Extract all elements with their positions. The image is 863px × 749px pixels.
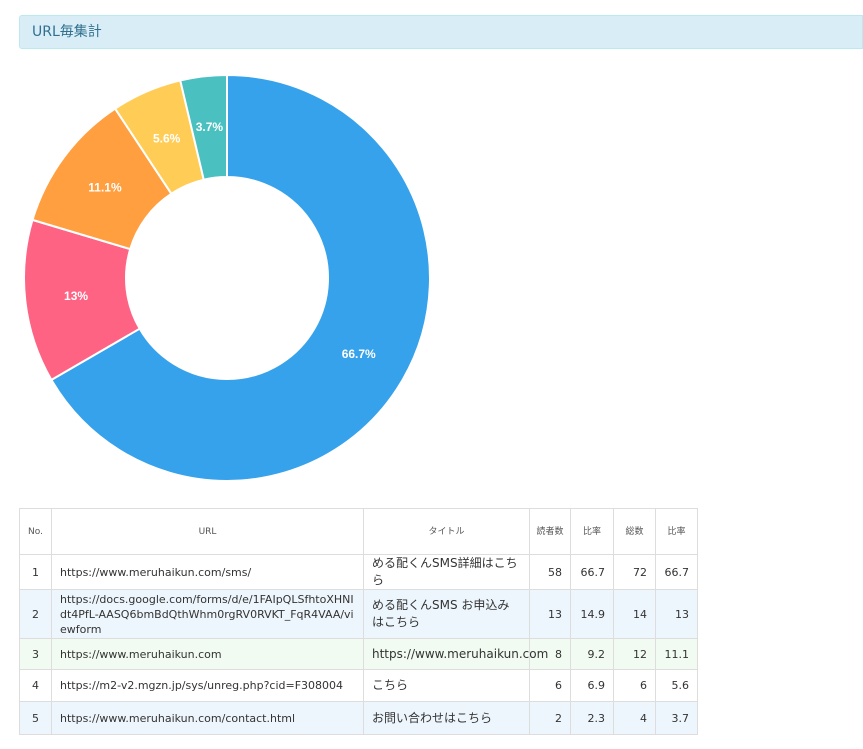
col-header-title: タイトル — [363, 508, 530, 555]
col-header-ratio2: 比率 — [655, 508, 698, 555]
cell-title: https://www.meruhaikun.com — [363, 638, 549, 670]
cell-url: https://docs.google.com/forms/d/e/1FAIpQ… — [51, 589, 364, 639]
cell-url: https://www.meruhaikun.com/sms/ — [51, 554, 364, 590]
cell-no: 1 — [19, 554, 52, 590]
cell-no: 2 — [19, 589, 52, 639]
title-text: お問い合わせはこちら — [372, 710, 493, 725]
panel-header: URL毎集計 — [19, 15, 863, 49]
title-text: める配くんSMS詳細はこちら — [372, 556, 518, 587]
cell-title: める配くんSMS詳細はこちら — [363, 554, 530, 590]
cell-readers: 6 — [529, 669, 571, 702]
title-text: める配くんSMS お申込みはこちら — [372, 598, 510, 629]
url-text: https://docs.google.com/forms/d/e/1FAIpQ… — [60, 592, 354, 636]
col-header-url: URL — [51, 508, 364, 555]
cell-url: https://www.meruhaikun.com/contact.html — [51, 701, 364, 735]
table-row: 5 https://www.meruhaikun.com/contact.htm… — [19, 701, 698, 735]
cell-total: 4 — [613, 701, 656, 735]
cell-title: める配くんSMS お申込みはこちら — [363, 589, 530, 639]
cell-readers: 58 — [529, 554, 571, 590]
cell-no: 5 — [19, 701, 52, 735]
url-doughnut-chart: 66.7% 13% 11.1% 5.6% 3.7% — [23, 73, 431, 482]
cell-no: 4 — [19, 669, 52, 702]
col-header-total: 総数 — [613, 508, 656, 555]
cell-ratio1: 2.3 — [570, 701, 614, 735]
url-text: https://www.meruhaikun.com/contact.html — [60, 711, 296, 725]
slice-data-label: 66.7% — [342, 347, 376, 361]
url-text: https://m2-v2.mgzn.jp/sys/unreg.php?cid=… — [60, 679, 344, 692]
table-row: 2 https://docs.google.com/forms/d/e/1FAI… — [19, 589, 698, 639]
url-stats-table: No. URL タイトル 読者数 比率 総数 比率 1 https://www.… — [19, 508, 698, 735]
col-header-readers: 読者数 — [529, 508, 571, 555]
cell-ratio2: 5.6 — [655, 669, 698, 702]
cell-ratio2: 13 — [655, 589, 698, 639]
cell-ratio1: 66.7 — [570, 554, 614, 590]
url-text: https://www.meruhaikun.com/sms/ — [60, 565, 252, 579]
table-row: 4 https://m2-v2.mgzn.jp/sys/unreg.php?ci… — [19, 669, 698, 702]
cell-title: こちら — [363, 669, 530, 702]
cell-no: 3 — [19, 638, 52, 670]
cell-ratio2: 11.1 — [655, 638, 698, 670]
cell-readers: 13 — [529, 589, 571, 639]
slice-data-label: 11.1% — [88, 180, 122, 194]
slice-data-label: 5.6% — [153, 131, 181, 145]
segment-slice-1 — [50, 73, 431, 482]
table-row: 3 https://www.meruhaikun.com https://www… — [19, 638, 698, 670]
segment-slice-5 — [179, 73, 228, 181]
table-header-row: No. URL タイトル 読者数 比率 総数 比率 — [19, 508, 698, 555]
slice-data-label: 3.7% — [196, 120, 224, 134]
cell-ratio2: 66.7 — [655, 554, 698, 590]
cell-total: 14 — [613, 589, 656, 639]
title-text: https://www.meruhaikun.com — [372, 646, 549, 661]
cell-ratio2: 3.7 — [655, 701, 698, 735]
cell-readers: 8 — [529, 638, 571, 670]
cell-total: 12 — [613, 638, 656, 670]
slice-data-label: 13% — [64, 289, 88, 303]
title-text: こちら — [372, 678, 409, 692]
col-header-ratio1: 比率 — [570, 508, 614, 555]
cell-ratio1: 6.9 — [570, 669, 614, 702]
url-text: https://www.meruhaikun.com — [60, 647, 222, 661]
cell-readers: 2 — [529, 701, 571, 735]
cell-ratio1: 9.2 — [570, 638, 614, 670]
cell-title: お問い合わせはこちら — [363, 701, 530, 735]
cell-ratio1: 14.9 — [570, 589, 614, 639]
col-header-no: No. — [19, 508, 52, 555]
cell-total: 72 — [613, 554, 656, 590]
cell-total: 6 — [613, 669, 656, 702]
table-row: 1 https://www.meruhaikun.com/sms/ める配くんS… — [19, 554, 698, 590]
cell-url: https://www.meruhaikun.com — [51, 638, 364, 670]
cell-url: https://m2-v2.mgzn.jp/sys/unreg.php?cid=… — [51, 669, 364, 702]
panel-title: URL毎集計 — [32, 24, 102, 40]
